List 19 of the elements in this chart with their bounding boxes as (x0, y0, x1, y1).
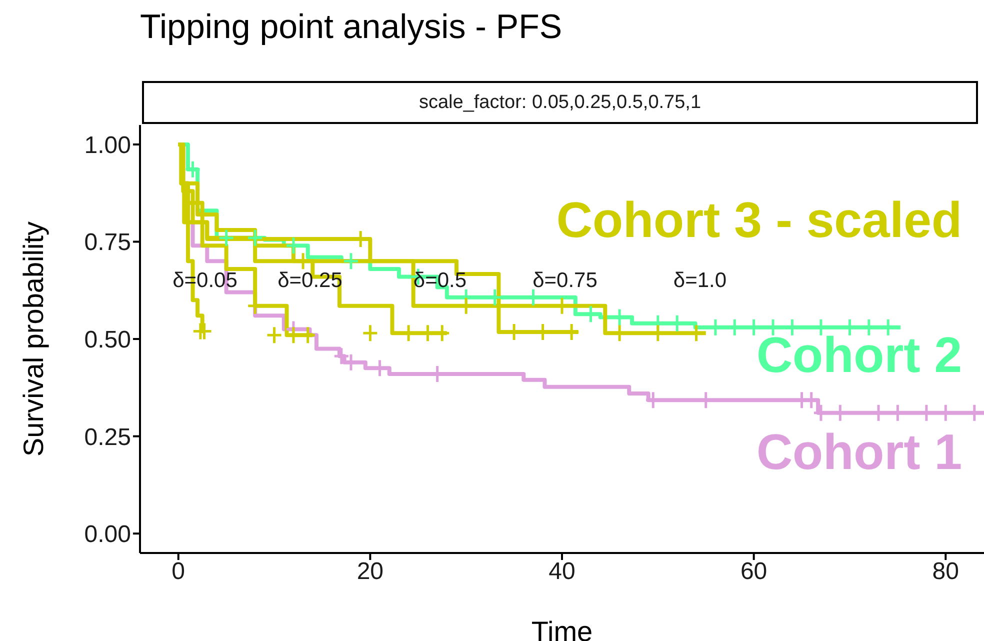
series-label: Cohort 1 (756, 424, 962, 480)
x-tick-label: 20 (356, 558, 384, 586)
chart-title: Tipping point analysis - PFS (140, 8, 562, 47)
x-axis-title: Time (531, 616, 593, 641)
x-tick-label: 40 (548, 558, 576, 586)
series-label: Cohort 2 (756, 327, 962, 383)
annotation: δ=0.75 (532, 269, 598, 293)
annotation: δ=1.0 (673, 269, 727, 293)
y-tick-label: 0.00 (84, 521, 131, 548)
y-tick-label: 0.50 (84, 326, 131, 354)
y-tick-label: 1.00 (84, 132, 131, 159)
x-tick-label: 80 (932, 558, 959, 586)
y-tick-label: 0.25 (84, 424, 131, 451)
x-tick-label: 60 (740, 558, 768, 586)
y-axis-title: Survival probability (18, 222, 49, 456)
chart-subtitle: scale_factor: 0.05,0.25,0.5,0.75,1 (142, 81, 978, 124)
x-tick-label: 0 (172, 558, 186, 586)
text: Cohort 3 - scaled (556, 192, 962, 248)
y-tick-label: 0.75 (84, 229, 131, 256)
